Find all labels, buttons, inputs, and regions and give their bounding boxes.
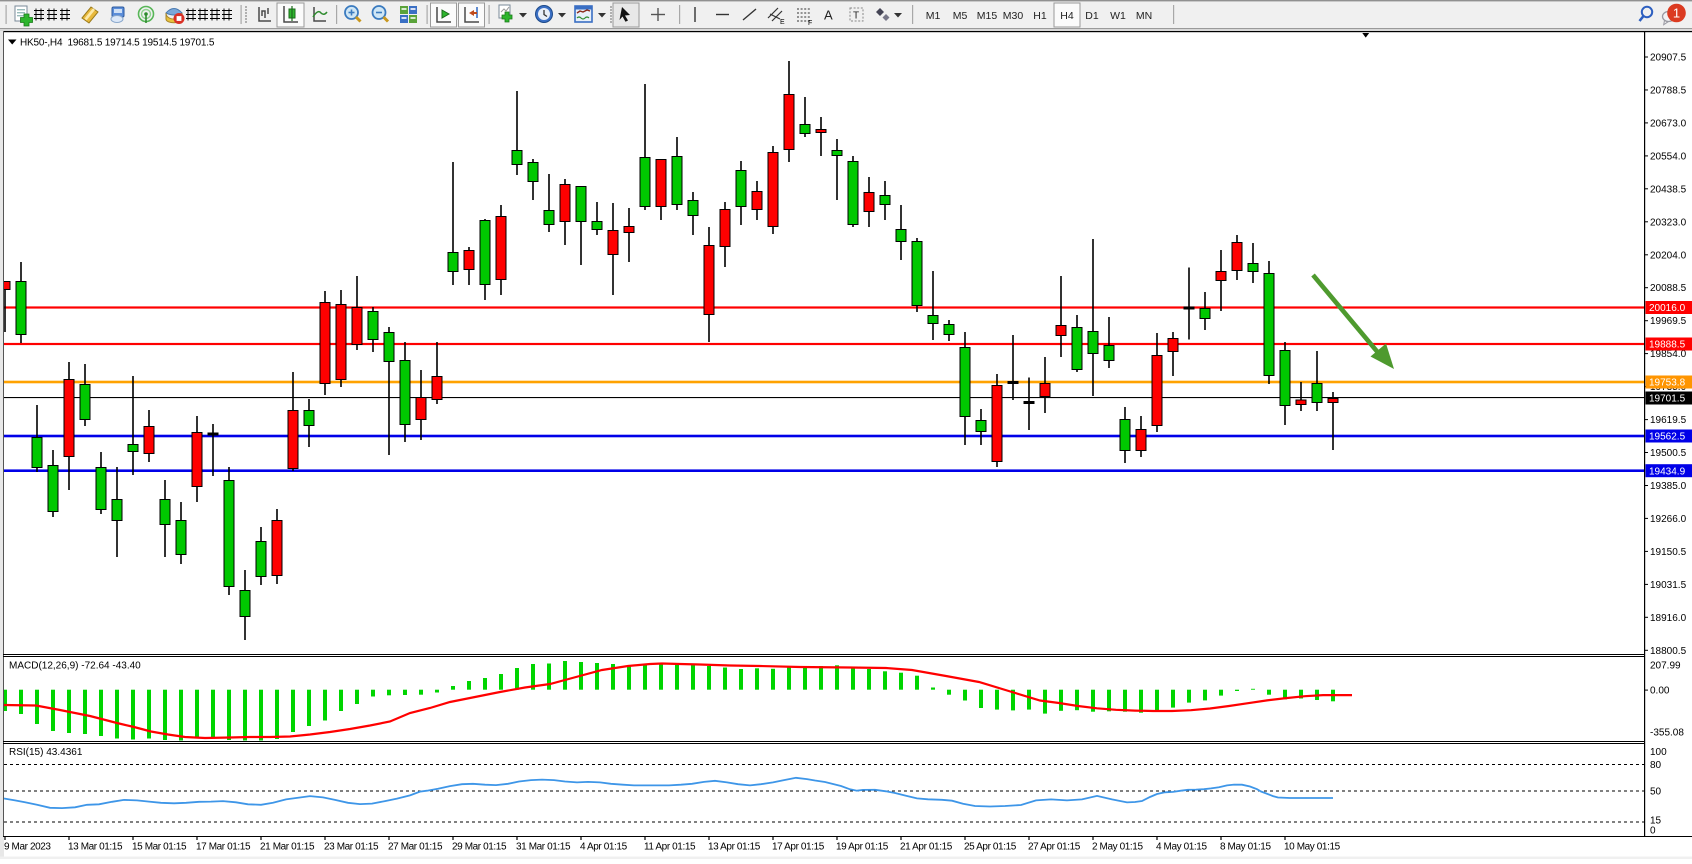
- svg-text:-355.08: -355.08: [1650, 728, 1684, 739]
- svg-text:20788.5: 20788.5: [1650, 85, 1687, 96]
- svg-text:M5: M5: [953, 10, 968, 22]
- svg-text:100: 100: [1650, 747, 1667, 758]
- svg-text:9 Mar 2023: 9 Mar 2023: [4, 841, 51, 852]
- svg-text:19969.5: 19969.5: [1650, 316, 1687, 327]
- svg-text:19753.8: 19753.8: [1649, 378, 1686, 389]
- svg-text:HK50-,H4 19681.5 19714.5 1951: HK50-,H4 19681.5 19714.5 19514.5 19701.5: [20, 38, 215, 49]
- svg-text:10 May 01:15: 10 May 01:15: [1284, 841, 1341, 852]
- svg-text:20204.0: 20204.0: [1650, 250, 1687, 261]
- svg-text:13 Mar 01:15: 13 Mar 01:15: [68, 841, 123, 852]
- svg-text:H4: H4: [1060, 10, 1074, 22]
- svg-text:25 Apr 01:15: 25 Apr 01:15: [964, 841, 1017, 852]
- svg-text:4 May 01:15: 4 May 01:15: [1156, 841, 1207, 852]
- svg-text:50: 50: [1650, 787, 1662, 798]
- svg-text:21 Apr 01:15: 21 Apr 01:15: [900, 841, 953, 852]
- svg-text:M30: M30: [1003, 10, 1024, 22]
- svg-text:20016.0: 20016.0: [1649, 303, 1686, 314]
- svg-text:M15: M15: [977, 10, 998, 22]
- svg-text:MN: MN: [1136, 10, 1152, 22]
- svg-text:20554.0: 20554.0: [1650, 151, 1687, 162]
- svg-text:18916.0: 18916.0: [1650, 613, 1687, 624]
- svg-text:19 Apr 01:15: 19 Apr 01:15: [836, 841, 889, 852]
- svg-text:19266.0: 19266.0: [1650, 514, 1687, 525]
- svg-text:21 Mar 01:15: 21 Mar 01:15: [260, 841, 315, 852]
- svg-text:20323.0: 20323.0: [1650, 217, 1687, 228]
- svg-text:MACD(12,26,9) -72.64 -43.40: MACD(12,26,9) -72.64 -43.40: [9, 661, 141, 672]
- svg-text:19434.9: 19434.9: [1649, 466, 1686, 477]
- svg-text:11 Apr 01:15: 11 Apr 01:15: [644, 841, 696, 852]
- svg-text:80: 80: [1650, 760, 1662, 771]
- svg-text:2 May 01:15: 2 May 01:15: [1092, 841, 1143, 852]
- svg-text:17 Apr 01:15: 17 Apr 01:15: [772, 841, 825, 852]
- svg-text:20438.5: 20438.5: [1650, 184, 1687, 195]
- svg-text:M1: M1: [926, 10, 941, 22]
- svg-text:W1: W1: [1110, 10, 1126, 22]
- svg-text:19701.5: 19701.5: [1649, 394, 1686, 405]
- svg-text:D1: D1: [1085, 10, 1099, 22]
- svg-text:20088.5: 20088.5: [1650, 283, 1687, 294]
- svg-text:19150.5: 19150.5: [1650, 547, 1687, 558]
- svg-text:1: 1: [1673, 6, 1680, 21]
- svg-text:23 Mar 01:15: 23 Mar 01:15: [324, 841, 379, 852]
- svg-text:27 Mar 01:15: 27 Mar 01:15: [388, 841, 443, 852]
- svg-text:19031.5: 19031.5: [1650, 580, 1687, 591]
- svg-text:31 Mar 01:15: 31 Mar 01:15: [516, 841, 571, 852]
- svg-text:207.99: 207.99: [1650, 661, 1681, 672]
- svg-text:19562.5: 19562.5: [1649, 432, 1686, 443]
- svg-text:0: 0: [1650, 826, 1656, 837]
- svg-text:F: F: [808, 20, 812, 27]
- svg-text:0.00: 0.00: [1650, 686, 1670, 697]
- svg-text:E: E: [780, 19, 785, 26]
- svg-text:19854.0: 19854.0: [1650, 349, 1687, 360]
- svg-text:29 Mar 01:15: 29 Mar 01:15: [452, 841, 507, 852]
- svg-text:4 Apr 01:15: 4 Apr 01:15: [580, 841, 628, 852]
- svg-text:8 May 01:15: 8 May 01:15: [1220, 841, 1271, 852]
- svg-text:27 Apr 01:15: 27 Apr 01:15: [1028, 841, 1081, 852]
- svg-text:20673.0: 20673.0: [1650, 118, 1687, 129]
- svg-text:T: T: [853, 11, 859, 22]
- svg-text:15 Mar 01:15: 15 Mar 01:15: [132, 841, 187, 852]
- svg-text:19385.0: 19385.0: [1650, 481, 1687, 492]
- svg-text:RSI(15) 43.4361: RSI(15) 43.4361: [9, 747, 83, 758]
- svg-text:17 Mar 01:15: 17 Mar 01:15: [196, 841, 251, 852]
- svg-text:H1: H1: [1033, 10, 1047, 22]
- svg-text:A: A: [824, 8, 833, 23]
- svg-text:18800.5: 18800.5: [1650, 646, 1687, 657]
- svg-text:19500.5: 19500.5: [1650, 448, 1687, 459]
- svg-text:20907.5: 20907.5: [1650, 53, 1687, 64]
- svg-text:13 Apr 01:15: 13 Apr 01:15: [708, 841, 761, 852]
- svg-text:19888.5: 19888.5: [1649, 340, 1686, 351]
- svg-text:19619.5: 19619.5: [1650, 415, 1687, 426]
